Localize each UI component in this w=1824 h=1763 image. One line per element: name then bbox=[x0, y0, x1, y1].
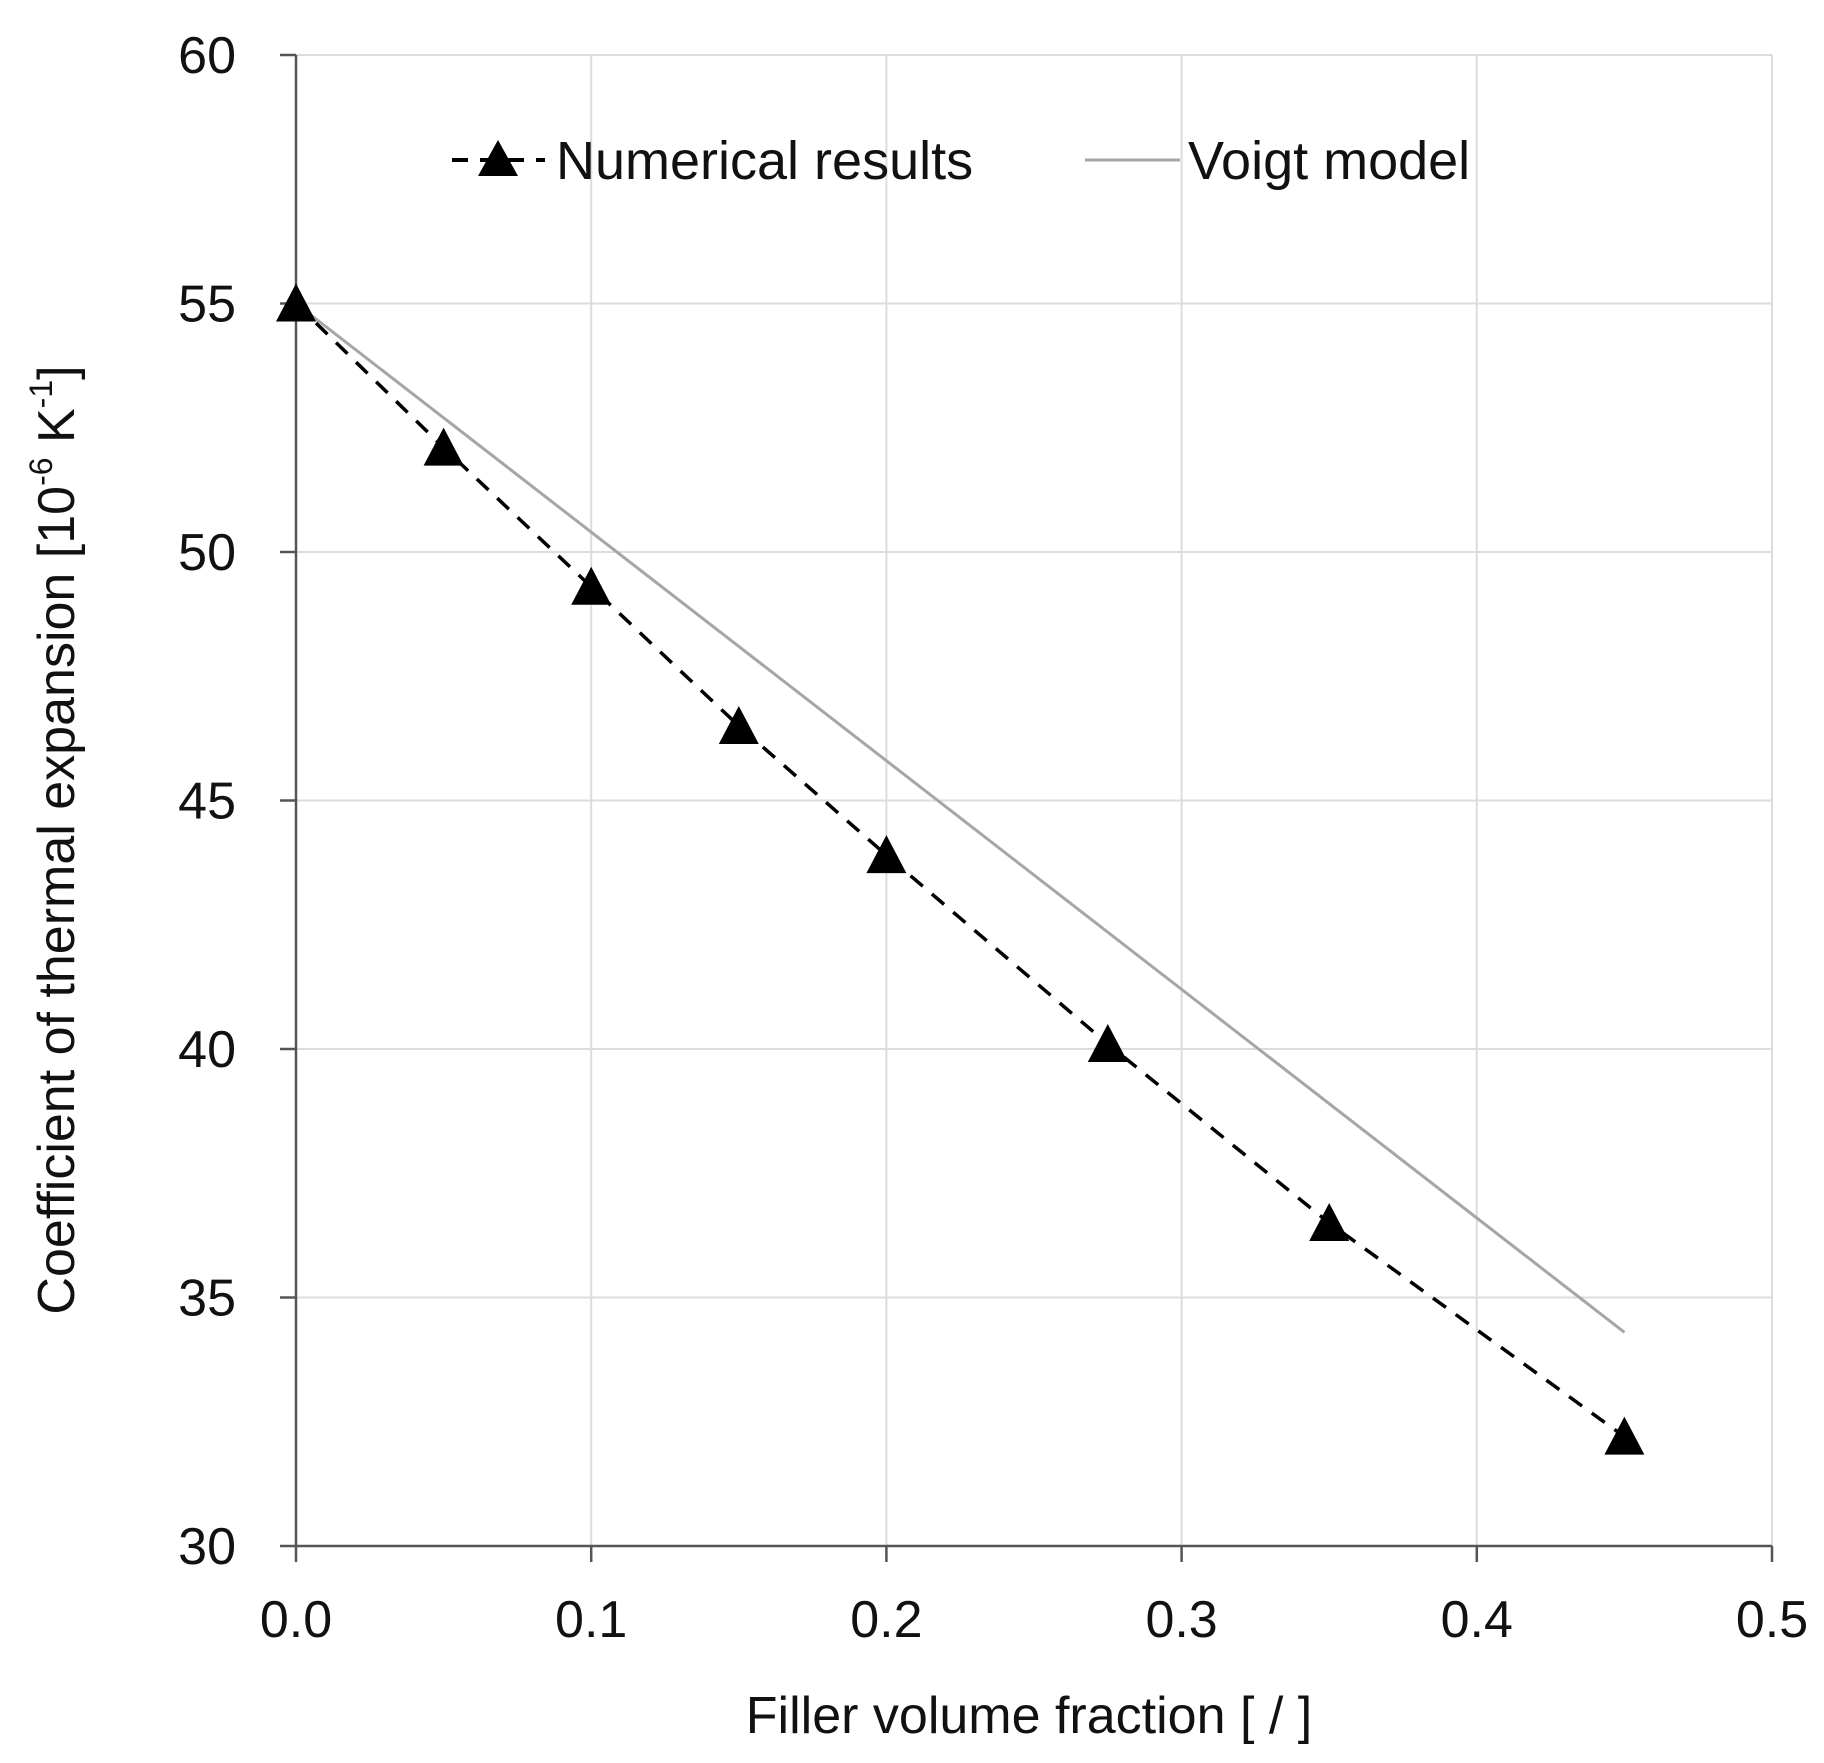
numerical-point-1 bbox=[423, 427, 464, 466]
x-tick-label-0: 0.0 bbox=[260, 1591, 332, 1649]
grid bbox=[296, 54, 1773, 1546]
x-tick-label-3: 0.3 bbox=[1145, 1591, 1217, 1649]
y-tick-label-5: 55 bbox=[178, 276, 236, 334]
x-axis-title: Filler volume fraction [ / ] bbox=[746, 1687, 1312, 1745]
numerical-point-7 bbox=[1604, 1416, 1645, 1455]
y-axis-title-middle: K bbox=[28, 408, 86, 457]
y-tick-label-3: 45 bbox=[178, 773, 236, 831]
y-axis-title-suffix: ] bbox=[28, 365, 86, 379]
tick-labels: 30 35 40 45 50 55 60 0.0 0.1 0.2 0.3 0.4 0.5 bbox=[178, 27, 1808, 1649]
y-tick-label-6: 60 bbox=[178, 27, 236, 85]
legend-label-voigt: Voigt model bbox=[1188, 131, 1470, 191]
numerical-point-5 bbox=[1087, 1024, 1128, 1063]
x-tick-label-4: 0.4 bbox=[1441, 1591, 1513, 1649]
y-tick-label-4: 50 bbox=[178, 524, 236, 582]
x-tick-label-1: 0.1 bbox=[555, 1591, 627, 1649]
legend: Numerical results Voigt model bbox=[452, 131, 1470, 191]
y-axis-title-exp2: -1 bbox=[23, 380, 59, 408]
legend-label-numerical: Numerical results bbox=[556, 131, 973, 191]
y-axis-title: Coefficient of thermal expansion [10-6 K… bbox=[23, 365, 86, 1314]
y-tick-label-2: 40 bbox=[178, 1021, 236, 1079]
y-axis-title-prefix: Coefficient of thermal expansion [10 bbox=[28, 486, 86, 1315]
numerical-point-3 bbox=[718, 705, 759, 744]
axes bbox=[280, 53, 1774, 1562]
numerical-results-line bbox=[294, 302, 1626, 1439]
series bbox=[276, 283, 1645, 1455]
numerical-point-4 bbox=[866, 835, 907, 874]
numerical-point-0 bbox=[276, 283, 316, 322]
x-tick-label-5: 0.5 bbox=[1736, 1591, 1808, 1649]
legend-numerical-marker bbox=[478, 140, 518, 176]
numerical-point-2 bbox=[571, 566, 612, 605]
y-axis-title-exp1: -6 bbox=[23, 457, 59, 485]
y-tick-label-1: 35 bbox=[178, 1270, 236, 1328]
y-tick-label-0: 30 bbox=[178, 1518, 236, 1576]
numerical-point-6 bbox=[1309, 1202, 1350, 1241]
voigt-model-line bbox=[295, 302, 1626, 1334]
x-tick-label-2: 0.2 bbox=[850, 1591, 922, 1649]
